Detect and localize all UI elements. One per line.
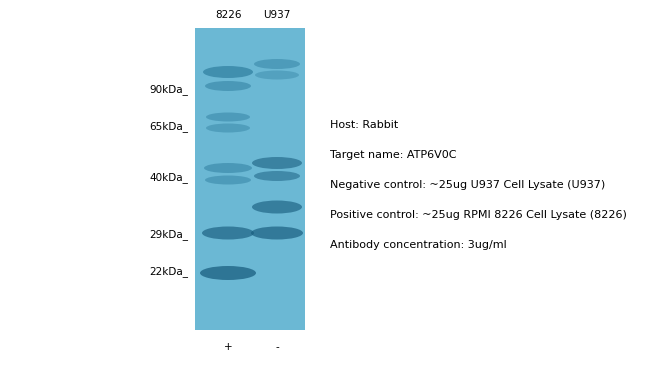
Ellipse shape: [204, 163, 252, 173]
Ellipse shape: [203, 66, 253, 78]
Ellipse shape: [202, 227, 254, 239]
Text: -: -: [275, 342, 279, 352]
Ellipse shape: [252, 201, 302, 213]
Ellipse shape: [255, 71, 299, 79]
Ellipse shape: [205, 81, 251, 91]
Text: 22kDa_: 22kDa_: [149, 266, 188, 277]
Ellipse shape: [254, 59, 300, 69]
Text: +: +: [224, 342, 232, 352]
Ellipse shape: [206, 112, 250, 122]
Text: 90kDa_: 90kDa_: [149, 85, 188, 96]
Bar: [195, 28, 305, 330]
Ellipse shape: [254, 171, 300, 181]
Text: 65kDa_: 65kDa_: [149, 122, 188, 132]
Ellipse shape: [251, 227, 303, 239]
Text: 8226: 8226: [214, 10, 241, 20]
Ellipse shape: [252, 157, 302, 169]
Text: 29kDa_: 29kDa_: [149, 229, 188, 240]
Ellipse shape: [206, 123, 250, 132]
Ellipse shape: [205, 176, 251, 184]
Text: Positive control: ~25ug RPMI 8226 Cell Lysate (8226): Positive control: ~25ug RPMI 8226 Cell L…: [330, 210, 627, 220]
Text: 40kDa_: 40kDa_: [149, 172, 188, 183]
Text: Negative control: ~25ug U937 Cell Lysate (U937): Negative control: ~25ug U937 Cell Lysate…: [330, 180, 605, 190]
Text: U937: U937: [263, 10, 291, 20]
Text: Target name: ATP6V0C: Target name: ATP6V0C: [330, 150, 456, 160]
Text: Antibody concentration: 3ug/ml: Antibody concentration: 3ug/ml: [330, 240, 507, 250]
Ellipse shape: [200, 266, 256, 280]
Text: Host: Rabbit: Host: Rabbit: [330, 120, 398, 130]
